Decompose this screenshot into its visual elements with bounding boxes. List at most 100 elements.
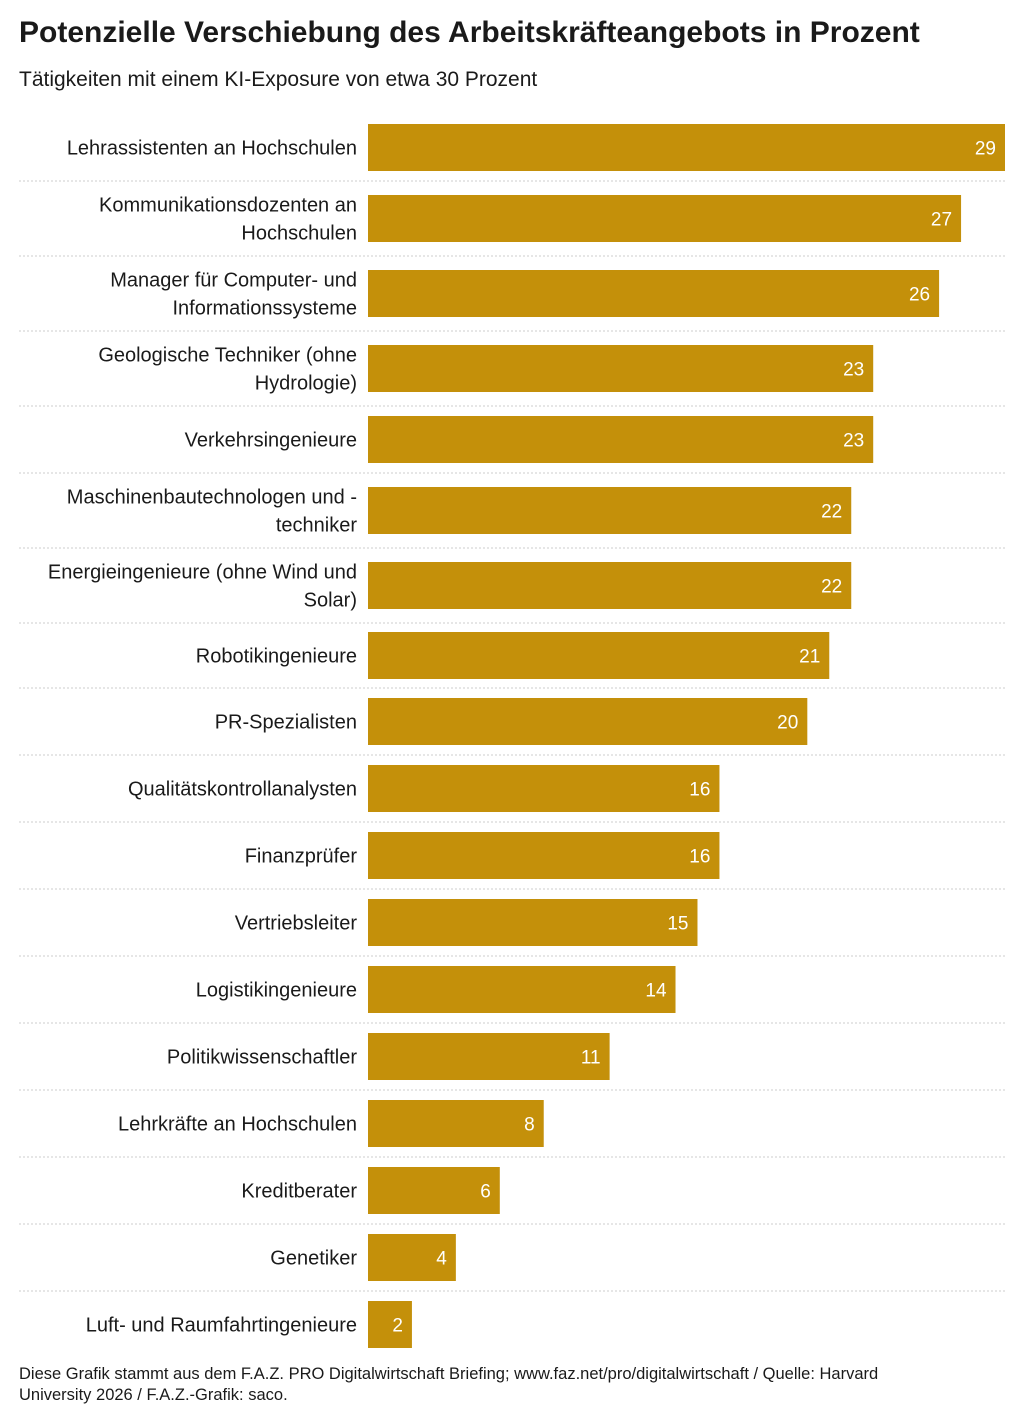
bar-row: 22 Energieingenieure (ohne Wind und Solar) xyxy=(19,562,1005,624)
category-label: Lehrkräfte an Hochschulen xyxy=(118,1114,357,1136)
bar-row: 26 Manager für Computer- und Informationss… xyxy=(19,270,1005,332)
bar-row: 16 Qualitätskontrollanalysten xyxy=(19,765,1005,823)
category-label-line: Manager für Computer- und xyxy=(110,270,357,292)
category-label-line: Qualitätskontrollanalysten xyxy=(128,779,357,801)
category-label: Energieingenieure (ohne Wind und Solar) xyxy=(48,562,357,612)
category-label-line: Logistikingenieure xyxy=(196,980,357,1002)
category-label: Verkehrsingenieure xyxy=(185,430,357,452)
bar-value-label: 6 xyxy=(480,1182,491,1203)
category-label-line: techniker xyxy=(276,515,357,537)
category-label: Lehrassistenten an Hochschulen xyxy=(67,138,357,160)
category-label-line: PR-Spezialisten xyxy=(215,712,357,734)
bar xyxy=(368,562,852,609)
bar xyxy=(368,1033,610,1080)
category-label-line: Lehrassistenten an Hochschulen xyxy=(67,138,357,160)
bar-row: 23 Verkehrsingenieure xyxy=(19,416,1005,474)
bar xyxy=(368,1234,456,1281)
category-label-line: Kommunikationsdozenten an xyxy=(99,195,357,217)
bar-value-label: 26 xyxy=(909,285,930,306)
bar-value-label: 21 xyxy=(799,647,820,668)
bar xyxy=(368,966,676,1013)
category-label-line: Genetiker xyxy=(270,1248,357,1270)
bar-value-label: 14 xyxy=(645,981,667,1002)
category-label: Manager für Computer- und Informationssys… xyxy=(110,270,357,320)
bar-value-label: 15 xyxy=(667,914,688,935)
bar xyxy=(368,1100,544,1147)
bar xyxy=(368,765,720,812)
bar-row: 8 Lehrkräfte an Hochschulen xyxy=(19,1100,1005,1158)
bar xyxy=(368,487,852,534)
bar-row: 23 Geologische Techniker (ohne Hydrologie) xyxy=(19,345,1005,407)
category-label: Geologische Techniker (ohne Hydrologie) xyxy=(98,345,357,395)
category-label-line: Hochschulen xyxy=(241,223,357,245)
footer-line-1: Diese Grafik stammt aus dem F.A.Z. PRO D… xyxy=(19,1365,879,1383)
bar xyxy=(368,899,698,946)
bar-row: 16 Finanzprüfer xyxy=(19,832,1005,890)
bar-row: 22 Maschinenbautechnologen und - techniker xyxy=(19,487,1005,549)
category-label: Logistikingenieure xyxy=(196,980,357,1002)
category-label-line: Hydrologie) xyxy=(255,373,357,395)
category-label-line: Solar) xyxy=(304,590,357,612)
bar xyxy=(368,124,1005,171)
category-label: PR-Spezialisten xyxy=(215,712,357,734)
category-label-line: Geologische Techniker (ohne xyxy=(98,345,357,367)
bar-value-label: 16 xyxy=(689,780,710,801)
category-label: Luft- und Raumfahrtingenieure xyxy=(86,1315,357,1337)
footer-line-2: University 2026 / F.A.Z.-Grafik: saco. xyxy=(19,1386,288,1404)
category-label: Qualitätskontrollanalysten xyxy=(128,779,357,801)
category-label: Robotikingenieure xyxy=(196,646,357,668)
bar-value-label: 22 xyxy=(821,502,842,523)
category-label-line: Maschinenbautechnologen und - xyxy=(67,487,357,509)
category-label-line: Luft- und Raumfahrtingenieure xyxy=(86,1315,357,1337)
bar-value-label: 23 xyxy=(843,360,864,381)
bar-value-label: 11 xyxy=(581,1048,601,1069)
bar-row: 27 Kommunikationsdozenten an Hochschulen xyxy=(19,195,1005,257)
bar-row: 21 Robotikingenieure xyxy=(19,632,1005,689)
category-label-line: Finanzprüfer xyxy=(245,846,358,868)
bar xyxy=(368,270,940,317)
bar xyxy=(368,632,830,679)
bar-value-label: 4 xyxy=(436,1249,447,1270)
bar xyxy=(368,345,874,392)
category-label: Kommunikationsdozenten an Hochschulen xyxy=(99,195,357,245)
category-label: Kreditberater xyxy=(241,1181,357,1203)
bar-value-label: 23 xyxy=(843,431,864,452)
bar-value-label: 8 xyxy=(524,1115,535,1136)
category-label: Maschinenbautechnologen und - techniker xyxy=(67,487,358,537)
category-label-line: Kreditberater xyxy=(241,1181,357,1203)
bar-value-label: 20 xyxy=(777,713,798,734)
bar xyxy=(368,1167,500,1214)
category-label-line: Robotikingenieure xyxy=(196,646,357,668)
chart-title: Potenzielle Verschiebung des Arbeitskräf… xyxy=(19,16,920,49)
category-label-line: Verkehrsingenieure xyxy=(185,430,357,452)
bar-row: 6 Kreditberater xyxy=(19,1167,1005,1225)
bar xyxy=(368,1301,412,1348)
category-label-line: Politikwissenschaftler xyxy=(167,1047,357,1069)
bar-value-label: 2 xyxy=(392,1316,403,1337)
category-label-line: Vertriebsleiter xyxy=(235,913,358,935)
bar-value-label: 29 xyxy=(975,139,996,160)
bar-row: 2 Luft- und Raumfahrtingenieure xyxy=(86,1301,412,1348)
bar-row: 14 Logistikingenieure xyxy=(19,966,1005,1024)
bar-row: 4 Genetiker xyxy=(19,1234,1005,1292)
category-label-line: Informationssysteme xyxy=(172,298,357,320)
bar-chart: 29 Lehrassistenten an Hochschulen 27 Kommun… xyxy=(19,124,1005,1348)
bar-value-label: 16 xyxy=(689,847,710,868)
bar-row: 29 Lehrassistenten an Hochschulen xyxy=(19,124,1005,182)
category-label-line: Energieingenieure (ohne Wind und xyxy=(48,562,357,584)
bar-value-label: 22 xyxy=(821,577,842,598)
chart-subtitle: Tätigkeiten mit einem KI-Exposure von et… xyxy=(19,68,538,91)
bar xyxy=(368,195,962,242)
bar-value-label: 27 xyxy=(931,210,952,231)
bar xyxy=(368,416,874,463)
bar-row: 11 Politikwissenschaftler xyxy=(19,1033,1005,1091)
category-label: Finanzprüfer xyxy=(245,846,358,868)
category-label: Vertriebsleiter xyxy=(235,913,358,935)
bar-row: 15 Vertriebsleiter xyxy=(19,899,1005,957)
bar xyxy=(368,832,720,879)
footer-source: Diese Grafik stammt aus dem F.A.Z. PRO D… xyxy=(19,1364,979,1406)
bar xyxy=(368,698,808,745)
bar-row: 20 PR-Spezialisten xyxy=(19,698,1005,756)
category-label: Politikwissenschaftler xyxy=(167,1047,357,1069)
category-label-line: Lehrkräfte an Hochschulen xyxy=(118,1114,357,1136)
